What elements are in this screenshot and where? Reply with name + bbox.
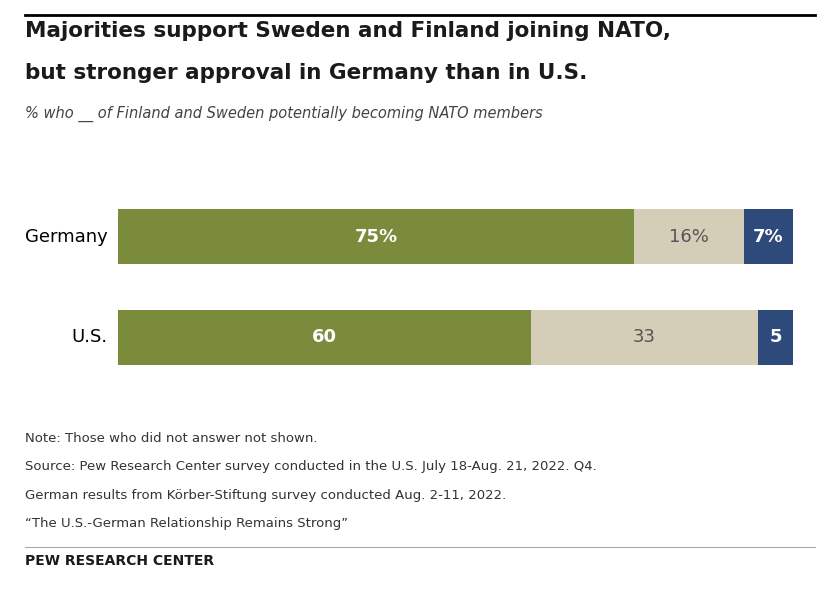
Text: “The U.S.-German Relationship Remains Strong”: “The U.S.-German Relationship Remains St… — [25, 517, 349, 530]
Bar — [634, 209, 744, 265]
Text: % who __ of Finland and Sweden potentially becoming NATO members: % who __ of Finland and Sweden potential… — [25, 106, 543, 122]
Text: German results from Körber-Stiftung survey conducted Aug. 2-11, 2022.: German results from Körber-Stiftung surv… — [25, 489, 507, 502]
Text: U.S.: U.S. — [71, 328, 108, 346]
Text: 7%: 7% — [753, 228, 784, 246]
Text: 5: 5 — [769, 328, 782, 346]
Text: PEW RESEARCH CENTER: PEW RESEARCH CENTER — [25, 554, 214, 568]
Text: 16%: 16% — [669, 228, 709, 246]
Text: but stronger approval in Germany than in U.S.: but stronger approval in Germany than in… — [25, 63, 587, 83]
Text: 75%: 75% — [354, 228, 397, 246]
Bar — [118, 209, 634, 265]
Text: 60: 60 — [312, 328, 337, 346]
Text: Germany: Germany — [24, 228, 108, 246]
Bar — [759, 309, 793, 365]
Bar — [118, 309, 531, 365]
Bar — [744, 209, 793, 265]
Bar — [531, 309, 759, 365]
Text: Note: Those who did not answer not shown.: Note: Those who did not answer not shown… — [25, 432, 318, 445]
Text: 33: 33 — [633, 328, 656, 346]
Text: Source: Pew Research Center survey conducted in the U.S. July 18-Aug. 21, 2022. : Source: Pew Research Center survey condu… — [25, 460, 597, 474]
Text: Majorities support Sweden and Finland joining NATO,: Majorities support Sweden and Finland jo… — [25, 21, 671, 41]
